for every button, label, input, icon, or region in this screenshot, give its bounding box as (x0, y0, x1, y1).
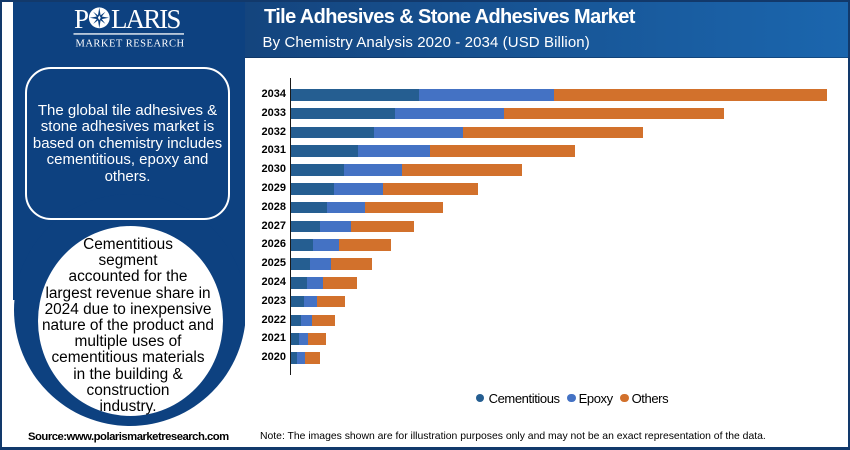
svg-text:P: P (74, 4, 89, 34)
svg-text:MARKET RESEARCH: MARKET RESEARCH (76, 39, 185, 49)
svg-text:LARIS: LARIS (111, 4, 180, 34)
